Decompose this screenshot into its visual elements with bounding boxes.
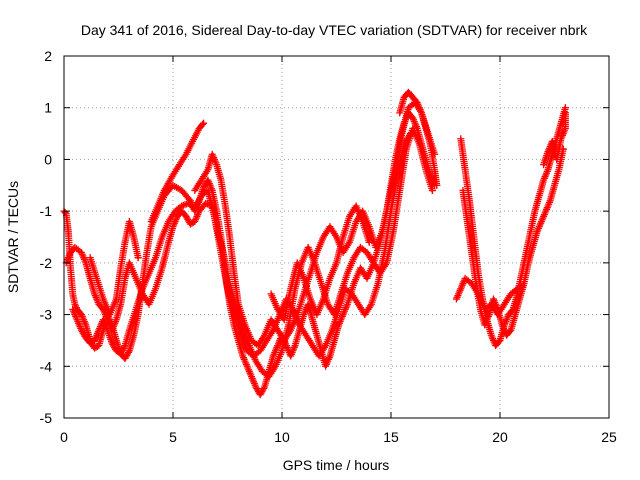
series-track-l xyxy=(267,202,373,324)
series-track-k xyxy=(86,217,142,319)
x-tick-label: 5 xyxy=(169,429,177,445)
series-track-e xyxy=(191,99,439,350)
series-track-h xyxy=(459,145,567,339)
x-tick-label: 15 xyxy=(383,429,399,445)
y-tick-label: -5 xyxy=(40,410,53,426)
series-track-f xyxy=(396,88,441,189)
data-point-marker xyxy=(428,186,436,194)
series-track-j xyxy=(540,109,569,169)
axis-ticks: 0 5 10 15 20 25 -5 -4 -3 -2 -1 0 1 2 xyxy=(40,48,617,445)
x-tick-label: 20 xyxy=(492,429,508,445)
series-track-i xyxy=(452,274,526,319)
y-tick-label: -4 xyxy=(40,358,53,374)
y-tick-label: -3 xyxy=(40,307,53,323)
y-tick-label: 0 xyxy=(44,151,52,167)
data-markers xyxy=(60,88,569,399)
chart-title: Day 341 of 2016, Sidereal Day-to-day VTE… xyxy=(81,22,588,38)
data-point-marker xyxy=(433,181,441,189)
series-track-c xyxy=(69,130,415,360)
plot-border xyxy=(63,55,610,419)
data-point-marker xyxy=(407,130,415,138)
y-tick-label: -2 xyxy=(40,255,53,271)
data-point-marker xyxy=(518,282,526,290)
y-tick-label: 2 xyxy=(44,48,52,64)
y-axis-label: SDTVAR / TECUs xyxy=(5,181,21,293)
data-point-marker xyxy=(561,109,569,117)
x-tick-label: 10 xyxy=(274,429,290,445)
data-point-marker xyxy=(120,343,128,351)
data-point-marker xyxy=(125,348,133,356)
data-point-marker xyxy=(134,254,142,262)
data-point-marker xyxy=(61,208,69,216)
data-point-marker xyxy=(260,385,268,393)
y-tick-label: 1 xyxy=(44,100,52,116)
data-point-marker xyxy=(506,327,514,335)
data-point-marker xyxy=(365,238,373,246)
y-tick-label: -1 xyxy=(40,203,53,219)
x-axis-label: GPS time / hours xyxy=(283,457,390,473)
x-tick-label: 0 xyxy=(60,429,68,445)
series-track-d xyxy=(147,119,208,225)
data-point-marker xyxy=(200,119,208,127)
data-point-marker xyxy=(495,338,503,346)
x-tick-label: 25 xyxy=(601,429,617,445)
data-point-marker xyxy=(198,121,206,129)
data-point-marker xyxy=(516,283,524,291)
